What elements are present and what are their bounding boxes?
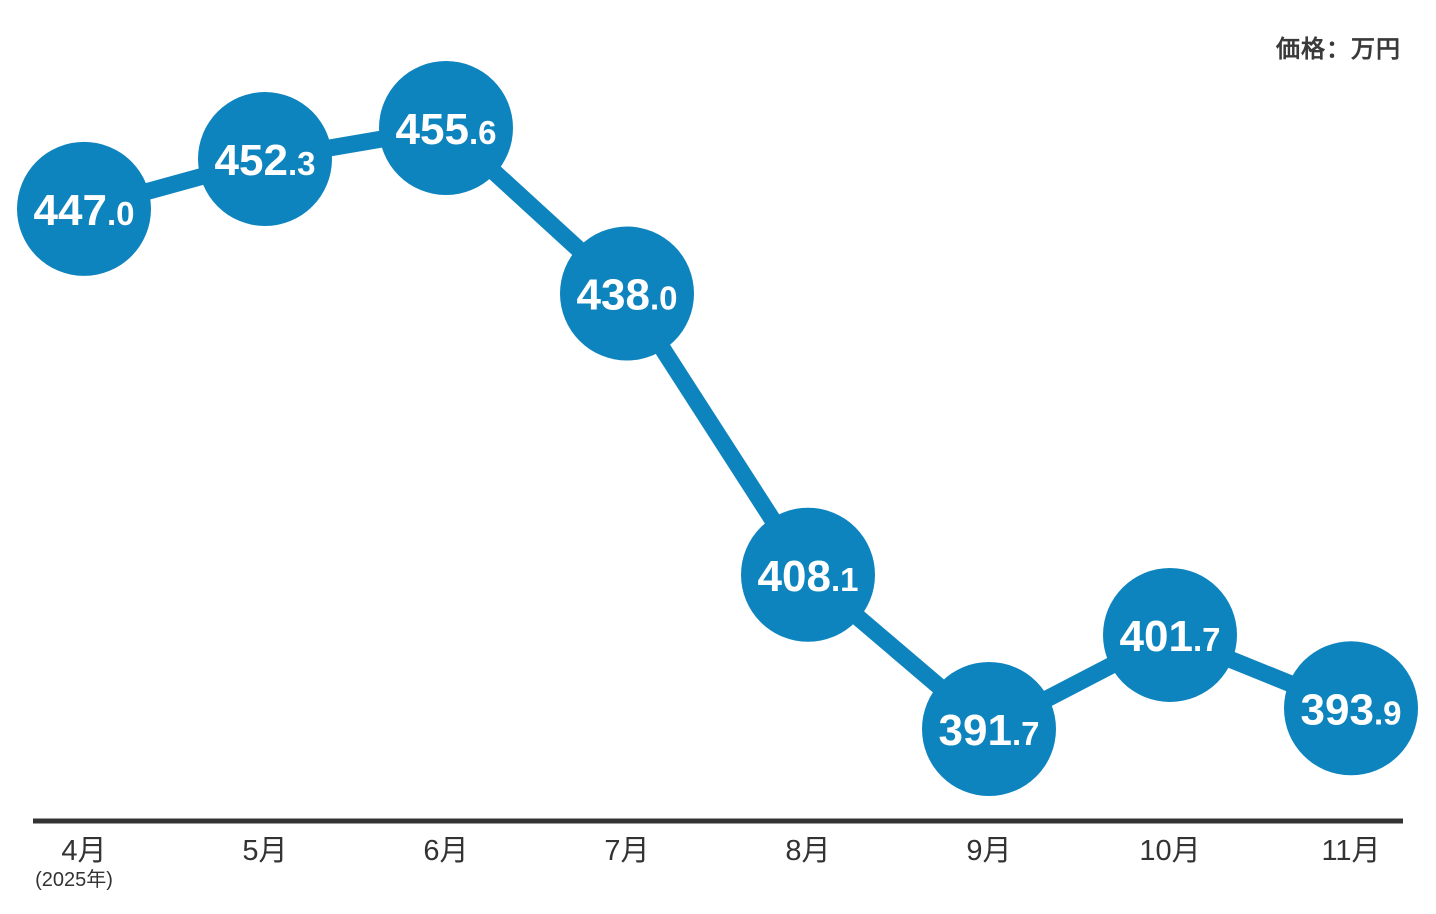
- data-point: [379, 61, 513, 195]
- data-point: [741, 507, 875, 642]
- x-tick-label: 6月: [423, 835, 468, 867]
- data-point-value: 452.3: [215, 136, 316, 185]
- data-point-value: 438.0: [577, 271, 678, 320]
- data-point-value: 391.7: [939, 706, 1040, 755]
- x-tick-label: 4月: [61, 835, 106, 867]
- data-point-value: 455.6: [396, 105, 497, 154]
- x-tick-label: 10月: [1139, 835, 1200, 867]
- data-point: [17, 141, 151, 276]
- data-point: [198, 92, 332, 227]
- unit-label: 価格：万円: [1276, 36, 1401, 63]
- data-point: [1284, 641, 1418, 776]
- data-point-value: 393.9: [1301, 685, 1402, 734]
- x-tick-label: 11月: [1321, 835, 1380, 867]
- data-point-value: 408.1: [758, 552, 859, 601]
- x-tick-label: 5月: [242, 835, 287, 867]
- x-tick-label: 7月: [604, 835, 649, 867]
- x-tick-label: 8月: [785, 835, 830, 867]
- data-point: [1103, 567, 1237, 702]
- x-axis-year-note: (2025年): [35, 868, 113, 891]
- data-point-value: 447.0: [34, 186, 135, 235]
- data-point-value: 401.7: [1120, 612, 1221, 661]
- data-point: [560, 226, 694, 361]
- x-tick-label: 9月: [966, 835, 1011, 867]
- data-point: [922, 662, 1056, 796]
